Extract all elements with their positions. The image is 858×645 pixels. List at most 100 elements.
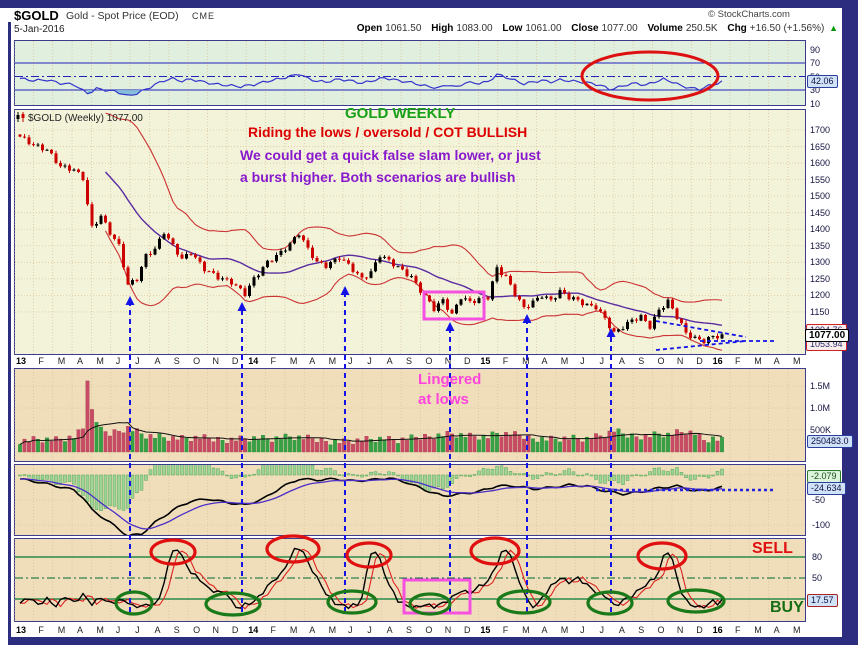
month-label: S <box>638 356 645 366</box>
open-label: Open <box>356 23 383 34</box>
month-label: D <box>464 356 471 366</box>
month-label: F <box>734 625 741 635</box>
month-label: M <box>560 625 569 635</box>
price-axis-tick: 1300 <box>810 257 831 268</box>
month-label: J <box>367 356 372 366</box>
month-label: A <box>386 356 393 366</box>
rsi-value-tag: 42.06 <box>807 75 838 88</box>
month-label: J <box>580 625 585 635</box>
panel-macd <box>14 464 806 536</box>
month-label: 16 <box>712 356 723 366</box>
month-label: F <box>270 625 277 635</box>
month-label: A <box>618 625 625 635</box>
month-label: 15 <box>480 625 491 635</box>
month-label: J <box>599 625 605 635</box>
month-label: M <box>793 625 801 635</box>
volume-axis-tick: 500K <box>810 425 832 435</box>
chg-label: Chg <box>727 23 747 34</box>
open-value: 1061.50 <box>385 23 422 34</box>
month-label: N <box>212 625 220 635</box>
price-axis-tick: 1450 <box>810 207 831 218</box>
annotation-gold-weekly: GOLD WEEKLY <box>345 105 456 122</box>
annotation-at-lows: at lows <box>418 391 469 408</box>
month-label: J <box>115 356 121 366</box>
annotation-sell: SELL <box>752 540 793 557</box>
copyright-label: © StockCharts.com <box>708 9 790 20</box>
frame-bottom-bar <box>8 637 858 645</box>
low-value: 1061.00 <box>525 23 562 34</box>
price-axis-tick: 1650 <box>810 141 831 152</box>
panel-volume <box>14 368 806 462</box>
month-label: A <box>77 625 84 635</box>
price-axis-tick: 1550 <box>810 174 831 185</box>
month-label: N <box>444 356 452 366</box>
month-label: S <box>173 356 180 366</box>
month-label: J <box>599 356 605 366</box>
volume-label: Volume <box>647 23 683 34</box>
month-label: M <box>96 625 104 635</box>
month-label: 13 <box>16 356 27 366</box>
price-close-tag: 1077.00 <box>805 329 850 342</box>
price-axis-tick: 1500 <box>810 191 831 202</box>
month-label: J <box>115 625 121 635</box>
month-label: F <box>38 356 44 366</box>
stoch-axis-tick: 50 <box>812 573 823 583</box>
exchange-label: CME <box>192 11 215 21</box>
month-label: D <box>464 625 471 635</box>
annotation-scenario-line1: We could get a quick false slam lower, o… <box>240 147 541 163</box>
month-label: M <box>560 356 569 366</box>
volume-axis-tick: 1.0M <box>810 403 831 413</box>
up-triangle-icon: ▲ <box>829 23 838 33</box>
month-label: M <box>754 356 762 366</box>
month-label: F <box>502 625 509 635</box>
panel-stochastic <box>14 538 806 622</box>
ticker-symbol: $GOLD <box>14 8 59 23</box>
frame-left-bar <box>8 22 11 637</box>
close-label: Close <box>571 23 599 34</box>
rsi-axis-tick: 70 <box>810 58 821 68</box>
month-label: A <box>618 356 625 366</box>
month-label: N <box>676 625 684 635</box>
volume-value: 250.5K <box>685 23 718 34</box>
macd-line-tag: -24.634 <box>807 482 846 495</box>
month-label: O <box>657 625 665 635</box>
month-label: F <box>38 625 44 635</box>
month-label: D <box>696 356 703 366</box>
price-series-label-text: $GOLD (Weekly) 1077.00 <box>28 113 143 124</box>
month-label: A <box>773 356 780 366</box>
month-label: J <box>135 356 140 366</box>
macd-axis-tick: -100 <box>812 520 831 530</box>
month-label: N <box>676 356 684 366</box>
price-axis-tick: 1600 <box>810 158 831 169</box>
frame-right-bar <box>842 8 858 637</box>
price-series-label: $GOLD (Weekly) 1077.00 <box>16 111 143 124</box>
month-label: 16 <box>712 625 723 635</box>
rsi-axis-tick: 90 <box>810 44 821 55</box>
month-label: A <box>77 356 84 366</box>
annotation-scenario-line2: a burst higher. Both scenarios are bulli… <box>240 169 516 185</box>
month-label: O <box>425 625 433 635</box>
month-label: O <box>193 625 201 635</box>
month-label: O <box>425 356 433 366</box>
month-label: J <box>135 625 140 635</box>
month-label: M <box>793 356 801 366</box>
month-label: F <box>734 356 741 366</box>
rsi-axis-tick: 10 <box>810 98 821 109</box>
macd-axis-tick: -50 <box>812 495 826 505</box>
month-label: A <box>154 356 161 366</box>
price-axis-tick: 1150 <box>810 306 830 317</box>
rsi-axis-tick: 30 <box>810 85 821 95</box>
price-axis-tick: 1200 <box>810 290 831 301</box>
ticker-description: Gold - Spot Price (EOD) <box>66 10 179 22</box>
month-label: O <box>193 356 201 366</box>
low-label: Low <box>502 23 523 34</box>
month-label: N <box>444 625 452 635</box>
month-label: A <box>154 625 161 635</box>
month-label: N <box>212 356 220 366</box>
price-axis-tick: 1700 <box>810 125 831 135</box>
frame-top-bar <box>0 0 858 8</box>
month-label: 14 <box>248 356 259 366</box>
annotation-riding-lows: Riding the lows / oversold / COT BULLISH <box>248 124 528 140</box>
candlestick-icon <box>16 112 25 122</box>
